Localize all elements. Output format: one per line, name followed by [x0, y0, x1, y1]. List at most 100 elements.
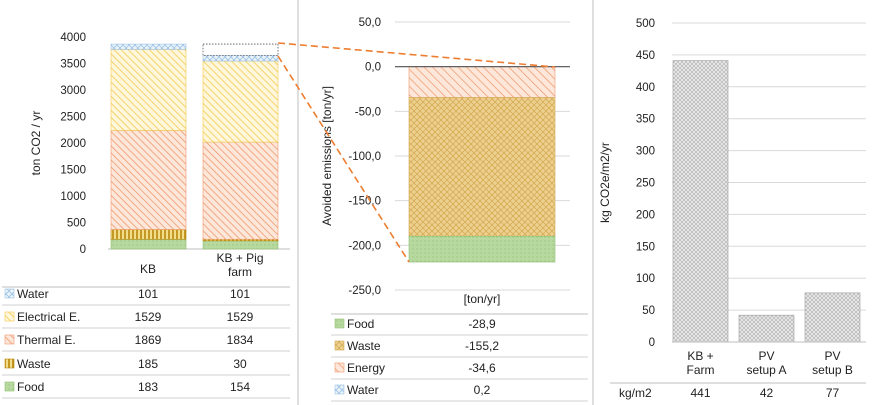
y-tick-label: 400 [636, 82, 655, 94]
legend-label: Waste [347, 339, 381, 353]
y-tick-label: 2000 [60, 138, 86, 150]
y-tick-label: 0 [649, 337, 655, 349]
y-tick-label: 1500 [60, 165, 86, 177]
y-tick-label: -150,0 [348, 196, 381, 208]
bar-segment [110, 229, 187, 240]
y-tick-label: 100 [636, 273, 655, 285]
legend-swatch [334, 340, 345, 351]
category-label-line: setup B [812, 363, 853, 377]
table-cell: -155,2 [465, 339, 499, 353]
legend-label: Energy [347, 361, 385, 375]
y-tick-label: -250,0 [348, 285, 381, 297]
category-label: KB + Pig farm [216, 251, 263, 279]
category-label: PV setup A [746, 349, 786, 377]
category-label: KB + Farm [687, 349, 715, 377]
table-cell: 183 [138, 380, 158, 394]
legend-label: Water [17, 287, 49, 301]
y-tick-label: 3000 [60, 85, 86, 97]
table-cell: 101 [230, 287, 250, 301]
table-cell: 154 [230, 380, 250, 394]
table-cell: 1529 [135, 310, 162, 324]
table-cell: 101 [138, 287, 158, 301]
bar-segment [110, 130, 187, 230]
y-tick-label: 200 [636, 209, 655, 221]
table-cell: 1529 [227, 310, 254, 324]
left-stacked-chart: 4000 3500 3000 2500 2000 1500 1000 500 0 ton CO2 … [2, 32, 290, 399]
table-label: kg/m2 [619, 386, 652, 400]
y-tick-label: 1000 [60, 191, 86, 203]
table-cell: 77 [826, 386, 840, 400]
y-axis-title: ton CO2 / yr [29, 111, 43, 176]
y-axis-title: Avoided emissions [ton/yr] [320, 86, 334, 226]
table-cell: 441 [690, 386, 710, 400]
connector-line [277, 55, 410, 263]
y-tick-label: 3500 [60, 59, 86, 71]
y-tick-label: 2500 [60, 112, 86, 124]
y-tick-label: 500 [67, 218, 86, 230]
legend-swatch [334, 384, 345, 395]
category-label-line: KB + Pig [216, 251, 263, 265]
category-label-line: Farm [687, 363, 715, 377]
y-axis-title: kg CO2e/m2/yr [598, 142, 612, 223]
bar-segment [408, 235, 556, 263]
connector-line [277, 42, 556, 68]
y-tick-label: 450 [636, 50, 655, 62]
legend-label: Electrical E. [17, 310, 80, 324]
avoided-outline [202, 43, 279, 57]
legend-swatch [334, 362, 345, 373]
legend-label: Food [347, 317, 374, 331]
y-tick-label: 0 [80, 244, 86, 256]
bar [804, 292, 861, 343]
avoided-emissions-chart: 50,0 0,0 -50,0 -100,0 -150,0 -200,0 -250,0 Avoi… [320, 17, 588, 402]
bar-segment [408, 66, 556, 98]
bar-segment [202, 240, 279, 250]
y-tick-label: 150 [636, 241, 655, 253]
table-cell: 0,2 [474, 383, 491, 397]
table-cell: 1869 [135, 333, 162, 347]
bar-segment [408, 97, 556, 237]
bar-segment [110, 49, 187, 131]
y-tick-label: -50,0 [355, 106, 381, 118]
y-tick-label: -100,0 [348, 151, 381, 163]
legend-label: Waste [17, 357, 51, 371]
bar-segment [202, 55, 279, 62]
legend-swatch [4, 311, 15, 322]
legend-swatch [334, 318, 345, 329]
legend-swatch [4, 358, 15, 369]
y-tick-label: 250 [636, 178, 655, 190]
bar-segment [202, 141, 279, 240]
y-tick-label: 50,0 [359, 17, 381, 29]
category-label-line: KB + [687, 349, 713, 363]
legend-swatch [4, 288, 15, 299]
table-cell: -34,6 [468, 361, 496, 375]
bar-segment [110, 43, 187, 50]
legend-label: Thermal E. [17, 333, 76, 347]
y-tick-label: 300 [636, 146, 655, 158]
category-label: KB [140, 262, 156, 276]
table-cell: 1834 [227, 333, 254, 347]
y-tick-label: 4000 [60, 32, 86, 44]
bar-segment [110, 239, 187, 250]
y-tick-label: 50 [642, 305, 655, 317]
legend-swatch [4, 381, 15, 392]
category-label: [ton/yr] [464, 292, 501, 306]
bar [738, 314, 795, 343]
category-label-line: setup A [746, 363, 786, 377]
category-label-line: PV [824, 349, 840, 363]
category-label-line: PV [758, 349, 774, 363]
category-label-line: farm [228, 265, 252, 279]
y-tick-label: -200,0 [348, 240, 381, 252]
y-tick-label: 500 [636, 18, 655, 30]
category-label: PV setup B [812, 349, 853, 377]
bar [672, 60, 729, 343]
y-tick-label: 0,0 [365, 62, 381, 74]
table-cell: 42 [760, 386, 774, 400]
zoom-connectors [277, 42, 556, 263]
y-tick-label: 350 [636, 114, 655, 126]
legend-label: Food [17, 380, 44, 394]
bar-segment [202, 60, 279, 143]
table-cell: -28,9 [468, 317, 496, 331]
legend-swatch [4, 334, 15, 345]
